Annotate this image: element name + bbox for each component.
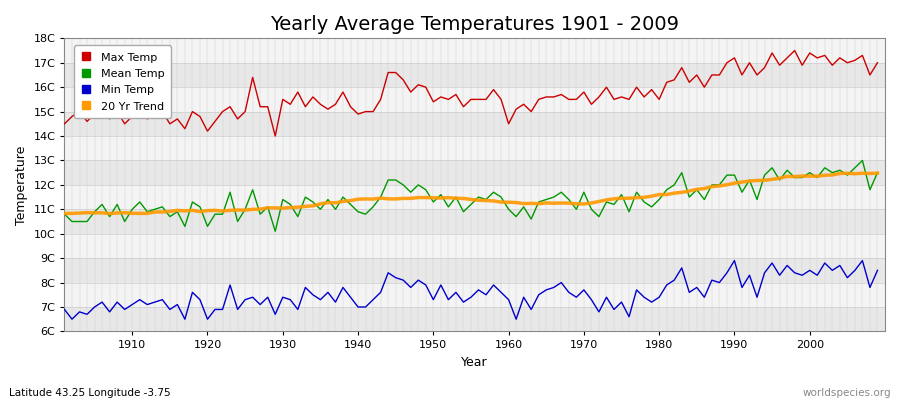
Bar [65, 136, 885, 160]
Title: Yearly Average Temperatures 1901 - 2009: Yearly Average Temperatures 1901 - 2009 [270, 15, 680, 34]
X-axis label: Year: Year [462, 356, 488, 369]
Bar [65, 87, 885, 112]
Bar [65, 160, 885, 185]
Text: worldspecies.org: worldspecies.org [803, 388, 891, 398]
Bar [65, 63, 885, 87]
Y-axis label: Temperature: Temperature [15, 145, 28, 224]
Bar [65, 307, 885, 332]
Bar [65, 282, 885, 307]
Bar [65, 209, 885, 234]
Legend: Max Temp, Mean Temp, Min Temp, 20 Yr Trend: Max Temp, Mean Temp, Min Temp, 20 Yr Tre… [74, 45, 171, 118]
Text: Latitude 43.25 Longitude -3.75: Latitude 43.25 Longitude -3.75 [9, 388, 171, 398]
Bar [65, 185, 885, 209]
Bar [65, 112, 885, 136]
Bar [65, 38, 885, 63]
Bar [65, 258, 885, 282]
Bar [65, 234, 885, 258]
